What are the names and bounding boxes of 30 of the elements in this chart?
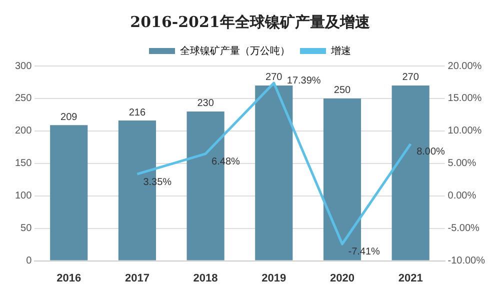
- y2-tick-label: -10.00%: [448, 256, 486, 267]
- data-label: 270: [402, 72, 420, 84]
- y2-tick-label: -5.00%: [448, 223, 480, 234]
- data-label: 209: [60, 112, 78, 123]
- y-tick-label: 250: [14, 93, 32, 104]
- chart-title: 2016-2021年全球镍矿产量及增速: [130, 12, 371, 31]
- x-tick-label: 2020: [330, 272, 354, 284]
- data-label: 216: [128, 107, 146, 118]
- data-label: 17.39%: [286, 76, 321, 87]
- x-tick-label: 2017: [124, 272, 150, 284]
- x-tick-label: 2016: [56, 272, 82, 284]
- y-tick-label: 150: [14, 158, 32, 170]
- y2-tick-label: 15.00%: [448, 93, 482, 104]
- x-tick-label: 2019: [262, 272, 286, 284]
- data-label: 250: [334, 85, 352, 96]
- y2-tick-label: 20.00%: [448, 60, 482, 72]
- data-label: 270: [266, 72, 283, 84]
- y2-tick-label: 5.00%: [448, 158, 476, 170]
- y2-tick-label: 10.00%: [448, 126, 482, 137]
- y-tick-label: 0: [26, 256, 32, 267]
- data-label: 230: [197, 98, 214, 110]
- y-tick-label: 200: [14, 126, 32, 137]
- x-tick-label: 2018: [193, 272, 218, 284]
- legend-label: 全球镍矿产量（万公吨）: [180, 44, 290, 57]
- legend-label: 增速: [330, 44, 351, 57]
- y2-tick-label: 0.00%: [448, 190, 476, 202]
- x-tick-label: 2021: [398, 272, 423, 284]
- y-tick-label: 50: [20, 223, 32, 234]
- y-tick-label: 300: [14, 60, 32, 72]
- y-tick-label: 100: [14, 190, 32, 202]
